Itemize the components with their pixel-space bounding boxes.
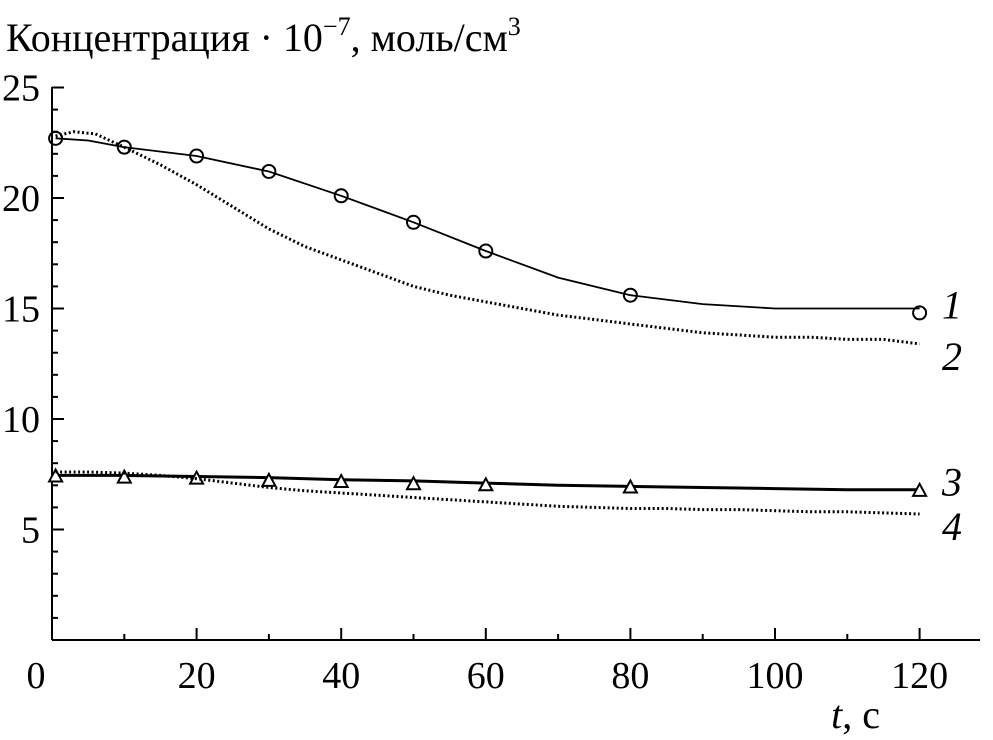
y-tick-label: 5 bbox=[21, 510, 40, 552]
series-3-point bbox=[405, 475, 422, 491]
series-1-line bbox=[55, 137, 920, 310]
series-4-line bbox=[55, 470, 920, 516]
x-tick-label: 100 bbox=[747, 655, 804, 697]
series-1-point bbox=[478, 243, 494, 259]
series-1-point bbox=[48, 130, 64, 146]
series-1-point bbox=[333, 188, 349, 204]
y-axis-label-base: Концентрация · 10 bbox=[6, 15, 323, 60]
x-tick-label: 60 bbox=[467, 655, 505, 697]
x-tick-label: 40 bbox=[322, 655, 360, 697]
series-1-label: 1 bbox=[942, 283, 962, 328]
y-axis-label-unit: , моль/см bbox=[350, 15, 508, 60]
y-tick-label: 25 bbox=[2, 68, 40, 110]
series-1-point bbox=[261, 163, 277, 179]
series-3-point bbox=[47, 467, 64, 483]
labels-group: 1 2 34 bbox=[941, 283, 962, 550]
series-2-label: 2 bbox=[942, 334, 962, 379]
x-tick-label: 120 bbox=[891, 655, 948, 697]
x-tick-label: 0 bbox=[27, 655, 46, 697]
series-3-point bbox=[622, 478, 639, 494]
series-1-point bbox=[189, 148, 205, 164]
y-tick-label: 15 bbox=[2, 289, 40, 331]
series-2-line bbox=[55, 130, 920, 346]
series-1-point bbox=[406, 214, 421, 230]
x-axis-label-unit: , с bbox=[842, 692, 880, 737]
series-3-point bbox=[911, 481, 928, 497]
series-1-point bbox=[622, 287, 638, 303]
y-axis-label-exponent: −7 bbox=[322, 12, 351, 41]
x-tick-label: 20 bbox=[178, 655, 216, 697]
series-group bbox=[47, 130, 928, 516]
series-3-point bbox=[477, 476, 494, 492]
x-tick-label: 80 bbox=[611, 655, 649, 697]
y-tick-label: 20 bbox=[2, 178, 40, 220]
x-axis-label-var: t bbox=[831, 692, 843, 737]
series-1-point bbox=[116, 139, 132, 155]
series-4-label: 4 bbox=[942, 504, 962, 549]
series-3-label: 3 bbox=[941, 460, 962, 505]
series-3-point bbox=[116, 468, 133, 484]
y-axis-label-unit-exponent: 3 bbox=[507, 12, 521, 41]
y-tick-label: 10 bbox=[2, 399, 40, 441]
series-3-point bbox=[333, 472, 350, 488]
series-1-point bbox=[912, 305, 928, 321]
y-axis-label: Концентрация · 10−7, моль/см3 bbox=[6, 14, 521, 58]
series-3-point bbox=[260, 471, 278, 487]
x-axis-label: t, с bbox=[831, 692, 880, 737]
axes: 5 10 15 20 25 0 20 40 60 80 100 120 bbox=[2, 68, 980, 697]
